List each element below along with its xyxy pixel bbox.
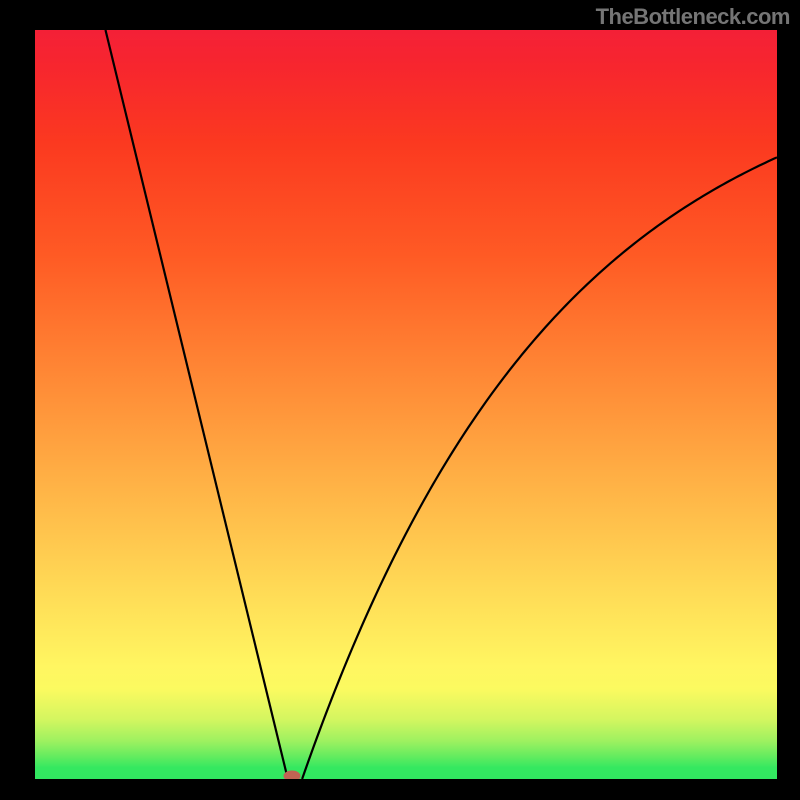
vertex-marker [283,771,300,780]
gradient-background [35,30,777,779]
plot-area [35,30,777,779]
watermark-text: TheBottleneck.com [596,4,790,30]
